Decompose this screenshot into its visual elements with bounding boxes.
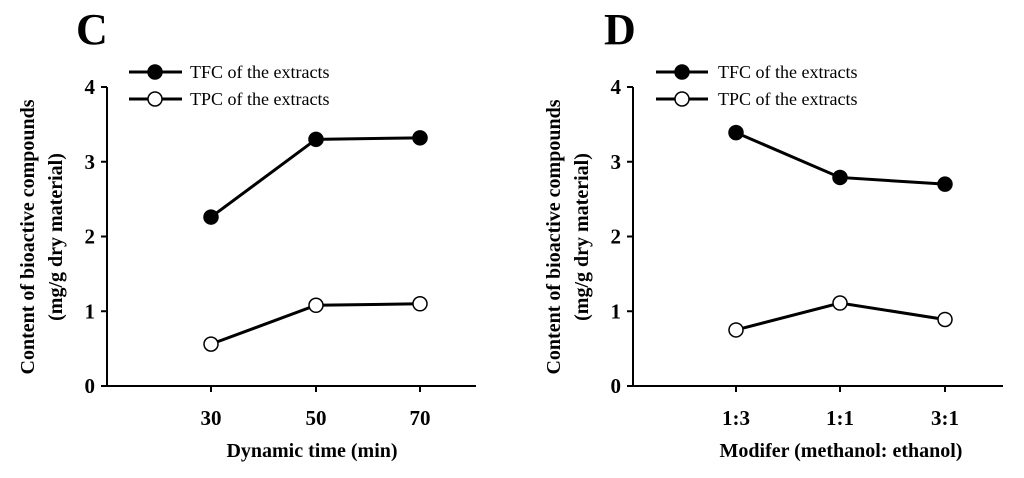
data-point-tfc-70 <box>412 130 428 146</box>
panel-letter: C <box>76 5 108 54</box>
legend-label: TPC of the extracts <box>718 89 857 109</box>
x-tick-label: 30 <box>201 406 222 430</box>
data-point-tpc-70 <box>412 296 428 312</box>
data-point-tfc-3-1 <box>937 176 953 192</box>
data-point-tpc-1-3 <box>728 322 744 338</box>
y-tick-label: 4 <box>611 75 622 99</box>
data-point-tfc-30 <box>203 209 219 225</box>
data-point-tfc-50 <box>308 131 324 148</box>
legend-label: TFC of the extracts <box>190 62 329 82</box>
x-axis-label: Modifer (methanol: ethanol) <box>720 440 963 462</box>
legend: TFC of the extracts TPC of the extracts <box>656 62 857 109</box>
y-axis-label-line-2: (mg/g dry material) <box>571 153 593 321</box>
data-point-tpc-3-1 <box>937 311 953 328</box>
y-tick-label: 2 <box>611 225 622 249</box>
y-axis-label-line-2: (mg/g dry material) <box>45 153 67 321</box>
legend: TFC of the extracts TPC of the extracts <box>129 62 329 109</box>
x-tick-label: 1:1 <box>826 406 854 430</box>
legend-marker <box>674 91 690 107</box>
y-axis-label-line-1: Content of bioactive compounds <box>17 99 39 374</box>
y-tick-label: 2 <box>85 225 96 249</box>
data-point-tpc-1-1 <box>832 295 848 311</box>
y-tick-label: 0 <box>85 374 96 398</box>
x-tick-label: 1:3 <box>722 406 750 430</box>
data-point-tpc-30 <box>203 336 219 352</box>
data-point-tfc-1-3 <box>728 124 744 141</box>
legend-marker <box>147 91 163 107</box>
y-axis-label-line-1: Content of bioactive compounds <box>543 99 565 374</box>
chart-panel-c: C 0 1 2 3 4 30 50 70 Dynamic time (min) Content of… <box>17 5 476 462</box>
y-tick-label: 0 <box>611 374 622 398</box>
y-tick-label: 1 <box>85 299 96 323</box>
legend-label: TFC of the extracts <box>718 62 857 82</box>
x-tick-label: 50 <box>306 406 327 430</box>
legend-marker <box>674 64 690 80</box>
legend-label: TPC of the extracts <box>190 89 329 109</box>
y-tick-label: 3 <box>85 150 96 174</box>
x-axis-label: Dynamic time (min) <box>226 440 397 462</box>
x-tick-label: 70 <box>410 406 431 430</box>
x-tick-label: 3:1 <box>931 406 959 430</box>
series-line-tfc <box>210 136 421 219</box>
chart-panel-d: D 0 1 2 3 4 1:3 1:1 3:1 Modifer (methanol: ethano… <box>543 5 1003 462</box>
y-tick-label: 4 <box>85 75 96 99</box>
data-point-tpc-50 <box>308 297 324 314</box>
data-point-tfc-1-1 <box>832 169 848 186</box>
y-tick-label: 1 <box>611 299 622 323</box>
y-tick-label: 3 <box>611 150 622 174</box>
panel-letter: D <box>604 5 636 54</box>
legend-marker <box>147 64 163 80</box>
